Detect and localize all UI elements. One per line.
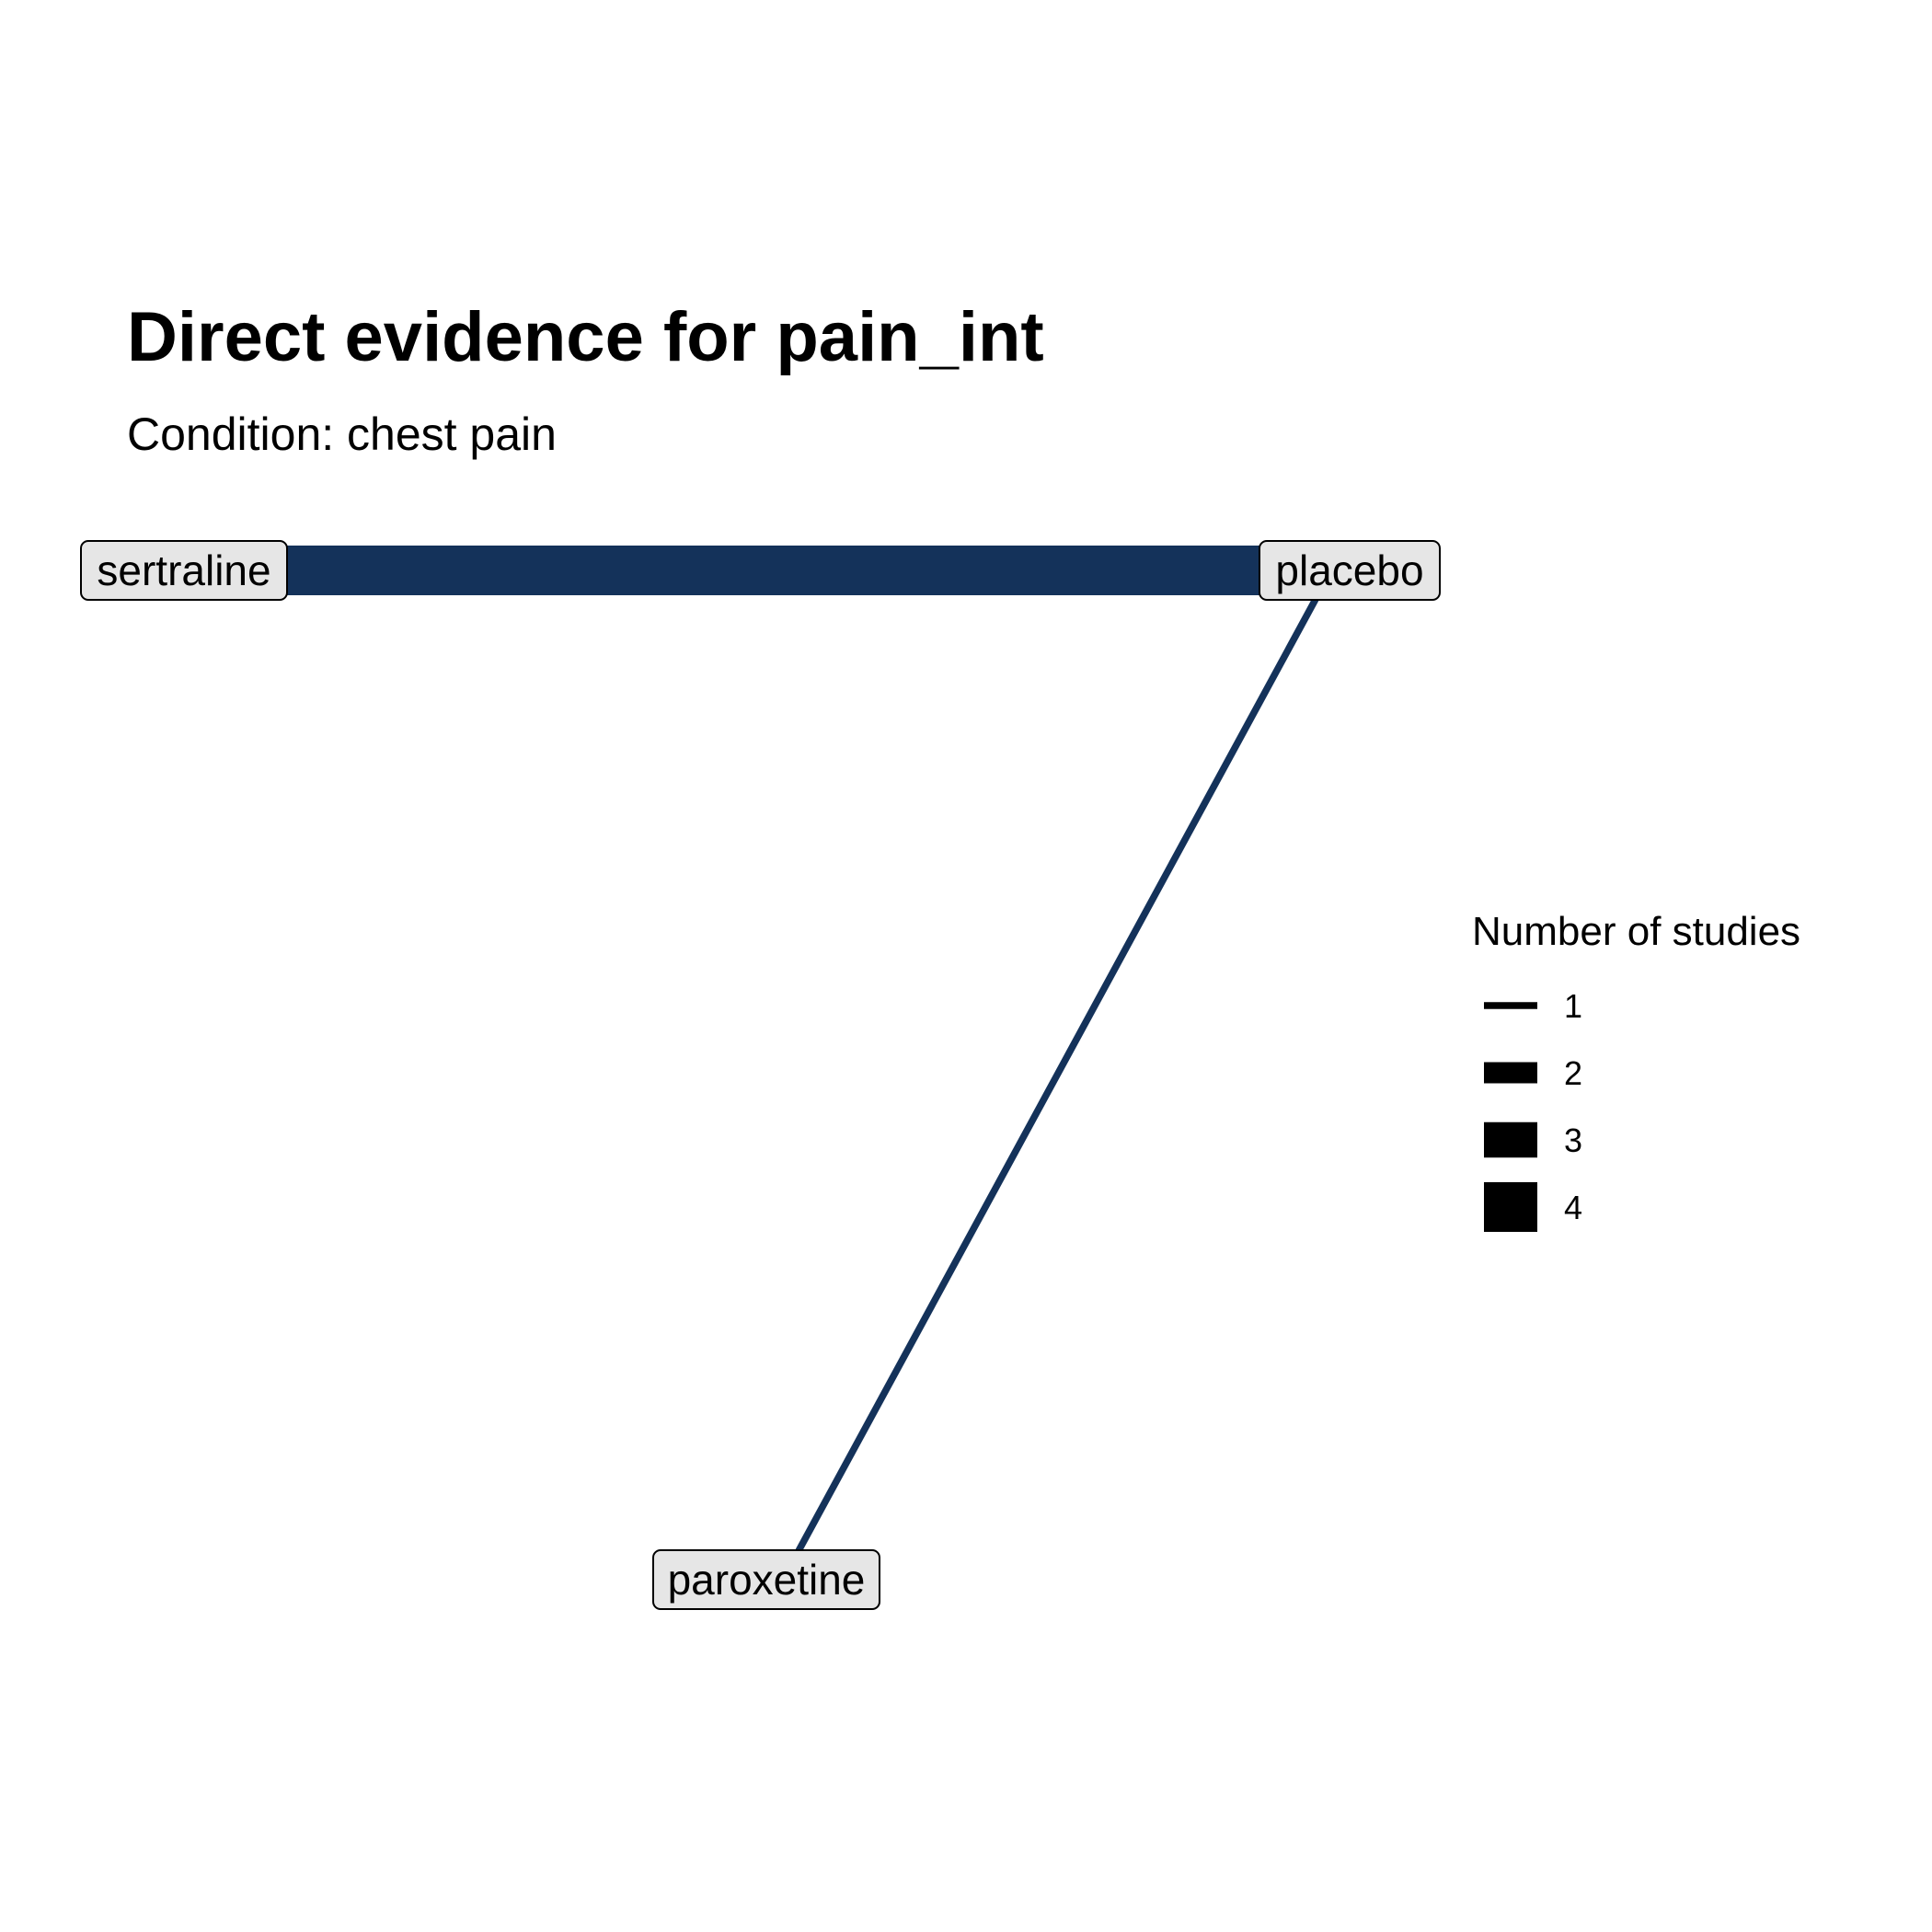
legend-title: Number of studies (1472, 909, 1800, 954)
node-box (80, 540, 288, 601)
legend-label-2: 2 (1564, 1054, 1582, 1092)
node-label: placebo (1275, 546, 1423, 594)
legend-key-3 (1484, 1121, 1537, 1158)
legend-label-1: 1 (1564, 987, 1582, 1025)
legend-key-1 (1484, 1002, 1537, 1009)
node-box (652, 1549, 880, 1610)
node-placebo: placebo (1259, 540, 1441, 601)
legend: Number of studies 1 2 3 4 (1472, 909, 1800, 1232)
legend-key-4 (1484, 1182, 1537, 1232)
edge-placebo-paroxetine (779, 569, 1335, 1581)
node-paroxetine: paroxetine (652, 1549, 880, 1610)
legend-label-4: 4 (1564, 1189, 1582, 1226)
node-label: paroxetine (668, 1556, 866, 1604)
nodes-layer: sertraline placebo paroxetine (80, 540, 1441, 1610)
legend-label-3: 3 (1564, 1121, 1582, 1159)
node-box (1259, 540, 1441, 601)
page-title: Direct evidence for pain_int (127, 298, 1044, 376)
legend-items: 1 2 3 4 (1484, 987, 1582, 1232)
node-label: sertraline (97, 546, 270, 594)
page-subtitle: Condition: chest pain (127, 408, 557, 460)
legend-key-2 (1484, 1062, 1537, 1084)
edges-layer (184, 546, 1350, 1581)
node-sertraline: sertraline (80, 540, 288, 601)
